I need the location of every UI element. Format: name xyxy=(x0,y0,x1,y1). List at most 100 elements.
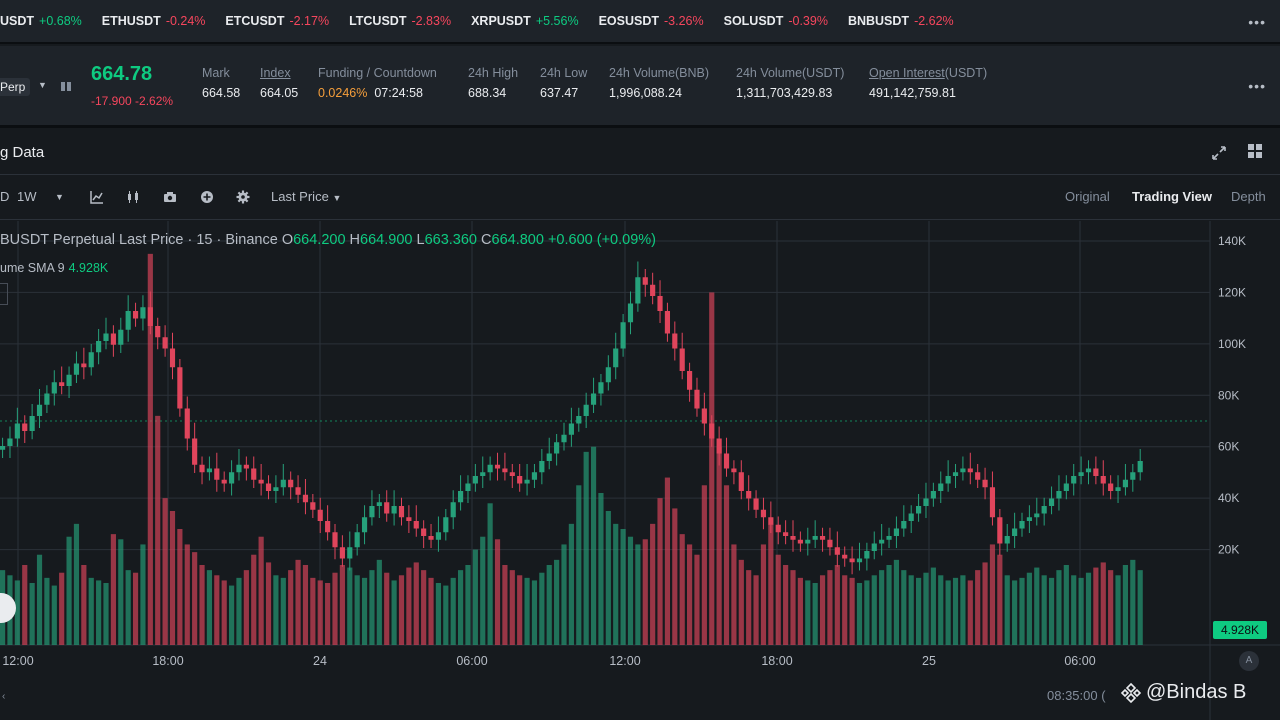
candlestick-chart[interactable]: 140K 120K 100K 80K 60K 40K 20K 12:00 18:00 24 06:0… xyxy=(0,221,1280,720)
volume-bar xyxy=(295,559,301,645)
info-more-icon[interactable]: ••• xyxy=(1248,78,1266,94)
ticker-item[interactable]: ETHUSDT -0.24% xyxy=(102,14,206,28)
candle-type-icon[interactable] xyxy=(126,190,140,204)
ticker-item[interactable]: SOLUSDT -0.39% xyxy=(724,14,828,28)
candle-body xyxy=(657,296,663,311)
candle-body xyxy=(916,506,922,514)
tab-original[interactable]: Original xyxy=(1065,189,1110,204)
volume-bar xyxy=(554,559,560,645)
volume-bar xyxy=(103,583,109,645)
price-type-selector[interactable]: Last Price ▼ xyxy=(271,189,341,204)
stat-24h-low: 24h Low 637.47 xyxy=(540,66,587,100)
candle-body xyxy=(162,337,168,349)
volume-bar xyxy=(288,570,294,645)
tab-trading-view[interactable]: Trading View xyxy=(1132,189,1212,204)
candle-body xyxy=(339,547,345,559)
volume-bar xyxy=(834,565,840,645)
ticker-symbol: SOLUSDT xyxy=(723,14,784,28)
volume-bar xyxy=(361,577,368,645)
indicator-icon[interactable] xyxy=(90,190,104,204)
volume-bar xyxy=(110,534,116,645)
candle-body xyxy=(1115,487,1121,491)
candle-body xyxy=(413,521,419,529)
price-type-label: Last Price xyxy=(271,189,329,204)
ticker-item[interactable]: LTCUSDT -2.83% xyxy=(349,14,451,28)
candle-body xyxy=(443,517,449,533)
candle-body xyxy=(29,416,35,431)
volume-bar xyxy=(325,583,331,645)
candle-body xyxy=(472,476,478,484)
candle-body xyxy=(723,453,730,469)
volume-bar xyxy=(184,544,190,645)
gear-icon[interactable] xyxy=(236,190,250,204)
candle-body xyxy=(221,479,227,484)
chevron-left-icon[interactable]: ‹ xyxy=(2,691,6,702)
volume-bar xyxy=(443,585,449,645)
volume-bar xyxy=(605,511,611,645)
camera-icon[interactable] xyxy=(163,190,177,204)
candle-body xyxy=(480,472,486,476)
auto-scale-button[interactable]: A xyxy=(1239,651,1259,671)
ticker-item[interactable]: ETCUSDT -2.17% xyxy=(225,14,329,28)
ticker-item[interactable]: BNBUSDT -2.62% xyxy=(848,14,954,28)
candle-body xyxy=(192,438,198,465)
add-icon[interactable] xyxy=(200,190,214,204)
ticker-item[interactable]: XRPUSDT +5.56% xyxy=(471,14,578,28)
candle-body xyxy=(1026,517,1032,521)
legend-collapse-button[interactable] xyxy=(0,283,8,305)
volume-bar xyxy=(1137,570,1143,645)
open-interest-link[interactable]: Open Interest xyxy=(869,66,945,80)
volume-legend-value: 4.928K xyxy=(68,261,109,275)
open-interest-unit: (USDT) xyxy=(944,66,988,80)
volume-bar xyxy=(598,493,604,645)
volume-bar xyxy=(29,583,35,645)
stat-value: 1,311,703,429.83 xyxy=(736,86,833,100)
candle-body xyxy=(1071,476,1077,484)
book-icon[interactable] xyxy=(61,82,71,91)
candle-body xyxy=(1048,498,1055,506)
tab-depth[interactable]: Depth xyxy=(1231,189,1266,204)
volume-bar xyxy=(716,446,722,645)
perp-selector[interactable]: Perp xyxy=(0,78,30,96)
ticker-more-icon[interactable]: ••• xyxy=(1248,14,1266,30)
interval-1w[interactable]: 1W xyxy=(17,189,37,204)
ticker-strip: USDT +0.68% ETHUSDT -0.24% ETCUSDT -2.17% LTCU… xyxy=(0,0,1280,44)
volume-bar xyxy=(960,575,966,645)
interval-d[interactable]: D xyxy=(0,189,10,204)
time-readout: 08:35:00 ( xyxy=(1047,688,1106,703)
candle-body xyxy=(967,468,973,473)
ticker-item[interactable]: USDT +0.68% xyxy=(0,14,82,28)
candle-body xyxy=(184,408,190,439)
volume-bar xyxy=(435,583,442,645)
expand-icon[interactable] xyxy=(1211,145,1227,161)
ticker-change: -2.62% xyxy=(914,14,954,28)
stat-label[interactable]: Open Interest(USDT) xyxy=(869,66,987,80)
volume-bar xyxy=(465,565,471,645)
candle-body xyxy=(760,509,767,518)
ticker-item[interactable]: EOSUSDT -3.26% xyxy=(599,14,704,28)
chevron-down-icon[interactable]: ▼ xyxy=(55,192,64,202)
ticker-symbol: EOSUSDT xyxy=(598,14,659,28)
stat-value: 491,142,759.81 xyxy=(869,86,956,100)
market-info-bar: Perp ▼ 664.78 -17.900 -2.62% Mark 664.58… xyxy=(0,46,1280,128)
candle-body xyxy=(236,464,242,473)
stat-label[interactable]: Index xyxy=(260,66,291,80)
chart-area[interactable]: 140K 120K 100K 80K 60K 40K 20K 12:00 18:00 24 06:0… xyxy=(0,221,1280,720)
candle-body xyxy=(0,446,6,450)
volume-bar xyxy=(302,565,309,645)
candle-body xyxy=(169,348,176,368)
candle-body xyxy=(384,502,390,514)
volume-bar xyxy=(627,536,634,645)
chevron-down-icon[interactable]: ▼ xyxy=(38,80,47,90)
candle-body xyxy=(1078,472,1084,476)
volume-bar xyxy=(620,529,626,645)
volume-bar xyxy=(760,544,767,645)
funding-rate: 0.0246% xyxy=(318,86,368,100)
candle-body xyxy=(842,554,848,559)
ticker-change: +5.56% xyxy=(535,14,579,28)
grid-icon[interactable] xyxy=(1248,144,1262,158)
chevron-down-icon: ▼ xyxy=(332,193,342,203)
volume-bar xyxy=(827,570,833,645)
volume-bar xyxy=(280,577,286,645)
candle-body xyxy=(155,326,161,338)
